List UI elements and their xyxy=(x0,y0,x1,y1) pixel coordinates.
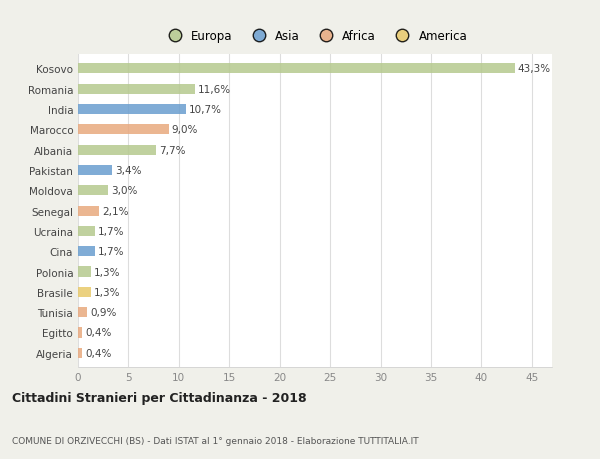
Bar xyxy=(78,246,95,257)
Text: 3,4%: 3,4% xyxy=(115,166,142,176)
Text: 43,3%: 43,3% xyxy=(518,64,551,74)
Text: 0,4%: 0,4% xyxy=(85,328,112,338)
Text: 0,4%: 0,4% xyxy=(85,348,112,358)
Bar xyxy=(78,186,108,196)
Text: 1,7%: 1,7% xyxy=(98,246,125,257)
Text: 2,1%: 2,1% xyxy=(102,206,129,216)
Bar xyxy=(78,84,195,95)
Bar xyxy=(78,328,82,338)
Text: 1,3%: 1,3% xyxy=(94,267,121,277)
Text: 1,7%: 1,7% xyxy=(98,226,125,236)
Bar xyxy=(78,206,99,216)
Bar xyxy=(78,64,515,74)
Text: 11,6%: 11,6% xyxy=(198,84,231,95)
Text: 0,9%: 0,9% xyxy=(90,308,116,318)
Bar xyxy=(78,308,87,318)
Bar xyxy=(78,166,112,176)
Text: 10,7%: 10,7% xyxy=(189,105,222,115)
Bar xyxy=(78,287,91,297)
Bar xyxy=(78,226,95,236)
Text: Cittadini Stranieri per Cittadinanza - 2018: Cittadini Stranieri per Cittadinanza - 2… xyxy=(12,391,307,404)
Text: 9,0%: 9,0% xyxy=(172,125,198,135)
Text: 3,0%: 3,0% xyxy=(111,186,137,196)
Bar xyxy=(78,348,82,358)
Text: 1,3%: 1,3% xyxy=(94,287,121,297)
Bar xyxy=(78,267,91,277)
Bar xyxy=(78,145,155,156)
Text: COMUNE DI ORZIVECCHI (BS) - Dati ISTAT al 1° gennaio 2018 - Elaborazione TUTTITA: COMUNE DI ORZIVECCHI (BS) - Dati ISTAT a… xyxy=(12,436,419,445)
Legend: Europa, Asia, Africa, America: Europa, Asia, Africa, America xyxy=(159,27,471,47)
Bar xyxy=(78,105,186,115)
Text: 7,7%: 7,7% xyxy=(158,146,185,155)
Bar xyxy=(78,125,169,135)
